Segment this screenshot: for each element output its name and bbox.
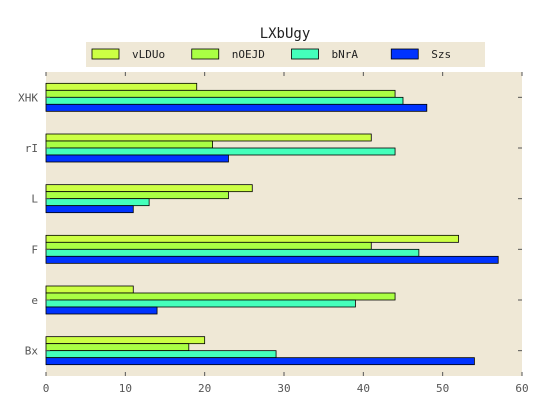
- bar-Szs-Bx: [45, 357, 475, 366]
- bar-vLDUo-F: [45, 234, 459, 243]
- bar-Szs-F: [45, 255, 499, 264]
- legend: vLDUo nOEJD bNrA Szs: [86, 42, 485, 67]
- x-tick-label: 20: [198, 382, 211, 395]
- x-tick-label: 30: [277, 382, 290, 395]
- bar-Szs-L: [45, 205, 134, 214]
- x-tick-label: 50: [436, 382, 449, 395]
- bar-nOEJD-e: [45, 292, 396, 301]
- bar-bNrA-e: [45, 299, 356, 308]
- x-tick-label: 10: [119, 382, 132, 395]
- bar-bNrA-rI: [45, 147, 396, 156]
- bar-Szs-XHK: [45, 103, 428, 112]
- bar-nOEJD-Bx: [45, 343, 190, 352]
- legend-label: bNrA: [332, 48, 359, 61]
- y-tick-label: L: [31, 193, 38, 206]
- bar-bNrA-XHK: [45, 96, 404, 105]
- legend-label: nOEJD: [232, 48, 265, 61]
- x-tick-label: 40: [357, 382, 370, 395]
- bar-bNrA-F: [45, 248, 420, 257]
- bar-bNrA-Bx: [45, 350, 277, 359]
- y-axis: XHK rI L Fe Bx: [18, 91, 522, 358]
- bar-bNrA-L: [45, 198, 150, 207]
- bar-nOEJD-rI: [45, 140, 214, 149]
- y-tick-label: rI: [25, 142, 38, 155]
- bars: [45, 82, 499, 366]
- legend-swatch: [291, 48, 319, 60]
- bar-Szs-rI: [45, 154, 229, 163]
- bar-vLDUo-rI: [45, 133, 372, 142]
- bar-vLDUo-Bx: [45, 336, 206, 345]
- bar-Szs-e: [45, 306, 158, 315]
- plot-area: [46, 72, 522, 376]
- bar-nOEJD-F: [45, 241, 372, 250]
- legend-label: Szs: [431, 48, 451, 61]
- legend-label: vLDUo: [132, 48, 165, 61]
- legend-swatch: [191, 48, 220, 60]
- y-tick-label: Bx: [25, 345, 39, 358]
- x-tick-label: 60: [515, 382, 528, 395]
- x-tick-label: 0: [43, 382, 50, 395]
- bar-vLDUo-L: [45, 184, 253, 193]
- bar-vLDUo-e: [45, 285, 134, 294]
- chart-title: LXbUgy: [260, 26, 311, 42]
- y-tick-label: XHK: [18, 91, 38, 104]
- y-tick-label: F: [31, 243, 38, 256]
- bar-vLDUo-XHK: [45, 82, 198, 91]
- y-tick-label: e: [31, 294, 38, 307]
- legend-swatch: [390, 48, 419, 60]
- x-axis: 0 10 20 30 40 50 60: [43, 72, 529, 395]
- legend-swatch: [91, 48, 120, 60]
- bar-nOEJD-XHK: [45, 89, 396, 98]
- bar-nOEJD-L: [45, 191, 229, 200]
